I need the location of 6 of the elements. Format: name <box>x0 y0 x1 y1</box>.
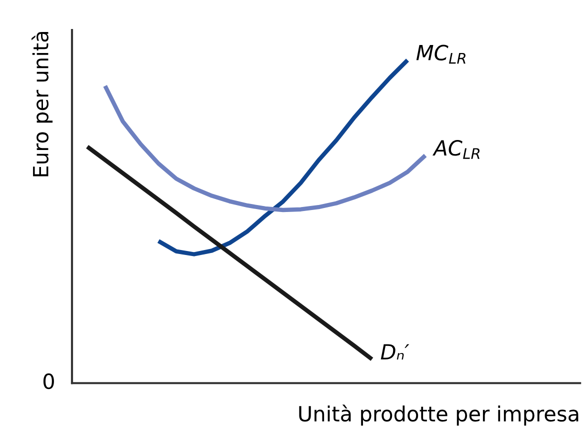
series-label: MC$_{LR}$ <box>416 44 466 64</box>
series-label: Dₙ′ <box>380 344 410 360</box>
x-axis-title: Unità prodotte per impresa <box>299 404 578 426</box>
series-label: AC$_{LR}$ <box>432 140 480 159</box>
y-axis-title: Euro per unità <box>32 32 53 176</box>
text: 0 <box>43 373 54 390</box>
